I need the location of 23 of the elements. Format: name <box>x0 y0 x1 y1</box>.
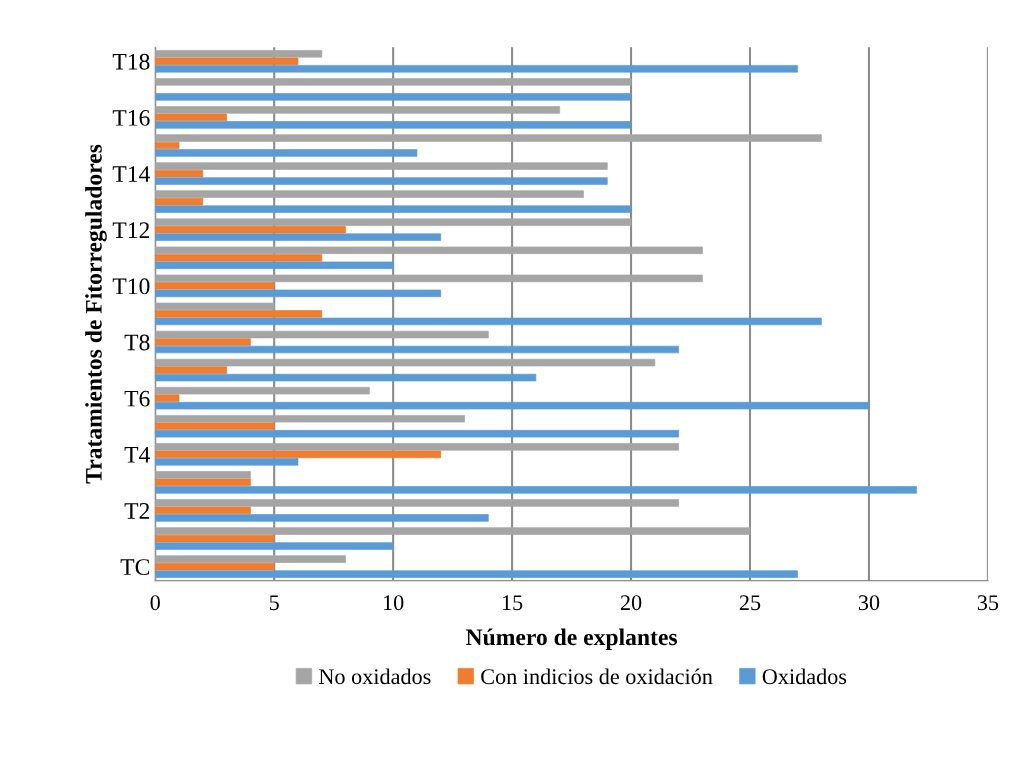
x-tick-label: 5 <box>269 595 279 611</box>
x-tick-label: 35 <box>977 595 999 611</box>
legend-label: Con indicios de oxidación <box>481 668 713 685</box>
y-tick-label: T6 <box>124 390 150 407</box>
x-axis-title: Número de explantes <box>465 628 678 651</box>
x-tick-label: 15 <box>502 595 523 611</box>
y-tick-label: T14 <box>112 166 150 182</box>
y-tick-label: T10 <box>112 278 150 295</box>
y-tick-label: T8 <box>124 334 150 351</box>
legend-label: Oxidados <box>762 668 847 685</box>
x-tick-label: 25 <box>739 595 761 611</box>
y-tick-label: TC <box>120 559 150 576</box>
y-tick-label: T12 <box>112 222 150 238</box>
y-axis-title: Tratamientos de Fitorreguladores <box>85 144 107 484</box>
x-tick-label: 0 <box>150 595 160 611</box>
y-tick-label: T16 <box>112 109 150 126</box>
y-tick-label: T18 <box>112 53 150 70</box>
y-tick-label: T2 <box>124 503 150 519</box>
x-tick-label: 30 <box>858 595 880 611</box>
x-tick-label: 20 <box>620 595 642 611</box>
y-tick-label: T4 <box>124 446 150 463</box>
x-tick-label: 10 <box>383 595 404 611</box>
legend-label: No oxidados <box>319 668 431 685</box>
